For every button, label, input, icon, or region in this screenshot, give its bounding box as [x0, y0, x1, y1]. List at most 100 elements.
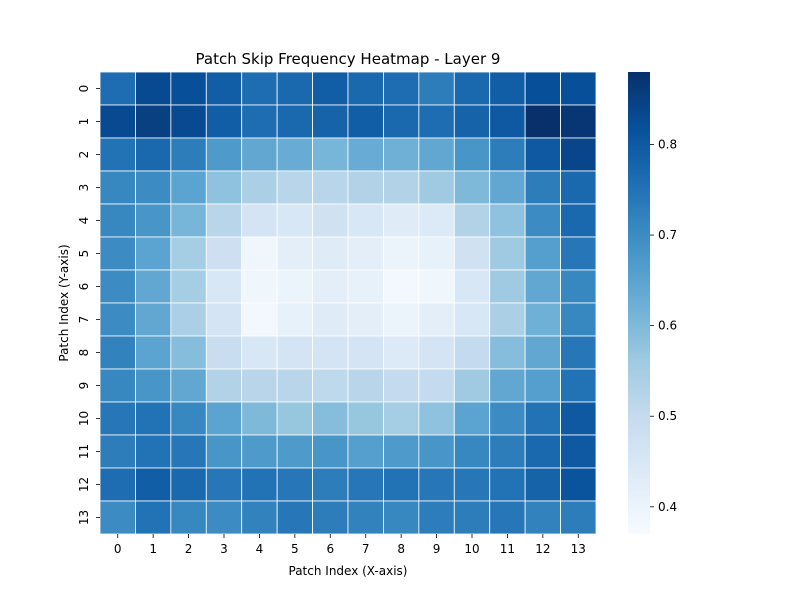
- heatmap-cell-r11-c3: [205, 434, 243, 469]
- heatmap-cell-r10-c13: [560, 401, 597, 436]
- heatmap-cell-r11-c7: [347, 434, 384, 469]
- heatmap-cell-r13-c11: [489, 500, 526, 535]
- heatmap-cell-r3-c6: [312, 170, 349, 205]
- y-axis-label: Patch Index (Y-axis): [57, 244, 71, 361]
- heatmap-cell-r6-c1: [135, 269, 172, 304]
- y-tick-label: 13: [77, 510, 91, 525]
- y-tick-label: 8: [77, 349, 91, 357]
- heatmap-cell-r6-c0: [99, 269, 136, 304]
- heatmap-cell-r2-c6: [312, 137, 349, 172]
- heatmap-cell-r13-c9: [418, 500, 455, 535]
- heatmap-cell-r2-c12: [524, 137, 561, 172]
- heatmap-cell-r0-c4: [241, 71, 278, 106]
- heatmap-cell-r3-c10: [453, 170, 491, 205]
- heatmap-cell-r10-c6: [312, 401, 349, 436]
- heatmap-cell-r5-c5: [276, 236, 313, 271]
- heatmap-cell-r8-c8: [383, 335, 420, 370]
- heatmap-cell-r9-c2: [170, 368, 207, 403]
- heatmap-cell-r0-c0: [99, 71, 136, 106]
- heatmap-cell-r13-c4: [241, 500, 278, 535]
- heatmap-cell-r11-c13: [560, 434, 597, 469]
- heatmap-cell-r6-c6: [312, 269, 349, 304]
- heatmap-cell-r0-c10: [453, 71, 491, 106]
- heatmap-cell-r11-c9: [418, 434, 455, 469]
- heatmap-cell-r4-c7: [347, 203, 384, 238]
- y-tick-label: 4: [77, 217, 91, 225]
- heatmap-cell-r8-c6: [312, 335, 349, 370]
- heatmap-cell-r8-c13: [560, 335, 597, 370]
- heatmap-cell-r5-c7: [347, 236, 384, 271]
- heatmap-cell-r0-c2: [170, 71, 207, 106]
- heatmap-cell-r9-c12: [524, 368, 561, 403]
- heatmap-cell-r7-c13: [560, 302, 597, 337]
- heatmap-cell-r2-c0: [99, 137, 136, 172]
- heatmap-cell-r10-c8: [383, 401, 420, 436]
- heatmap-cell-r9-c7: [347, 368, 384, 403]
- heatmap-cell-r11-c8: [383, 434, 420, 469]
- heatmap-cell-r1-c10: [453, 104, 491, 139]
- heatmap-cell-r13-c10: [453, 500, 491, 535]
- x-tick-label: 0: [114, 542, 122, 556]
- y-tick-label: 3: [77, 184, 91, 192]
- heatmap-cell-r3-c3: [205, 170, 243, 205]
- heatmap-cell-r9-c10: [453, 368, 491, 403]
- heatmap-cell-r4-c10: [453, 203, 491, 238]
- heatmap-cell-r7-c3: [205, 302, 243, 337]
- heatmap-cell-r6-c4: [241, 269, 278, 304]
- colorbar: 0.4 0.5 0.6 0.7 0.8: [628, 72, 677, 534]
- heatmap-cell-r7-c8: [383, 302, 420, 337]
- heatmap-cell-r13-c5: [276, 500, 313, 535]
- heatmap-cell-r11-c10: [453, 434, 491, 469]
- heatmap-cell-r5-c2: [170, 236, 207, 271]
- heatmap-cell-r13-c7: [347, 500, 384, 535]
- heatmap-cell-r9-c3: [205, 368, 243, 403]
- heatmap-cell-r9-c8: [383, 368, 420, 403]
- heatmap-cell-r13-c3: [205, 500, 243, 535]
- heatmap-cell-r10-c12: [524, 401, 561, 436]
- y-tick-label: 0: [77, 85, 91, 93]
- heatmap-cell-r4-c13: [560, 203, 597, 238]
- heatmap-cell-r3-c7: [347, 170, 384, 205]
- y-tick-label: 2: [77, 151, 91, 159]
- heatmap-cell-r12-c7: [347, 467, 384, 502]
- y-tick-label: 10: [77, 411, 91, 426]
- x-tick-label: 9: [433, 542, 441, 556]
- heatmap-cell-r13-c13: [560, 500, 597, 535]
- heatmap-cell-r11-c6: [312, 434, 349, 469]
- heatmap-cell-r0-c9: [418, 71, 455, 106]
- heatmap-cell-r8-c11: [489, 335, 526, 370]
- heatmap-cell-r7-c10: [453, 302, 491, 337]
- heatmap-cell-r4-c1: [135, 203, 172, 238]
- y-tick-label: 6: [77, 283, 91, 291]
- heatmap-cell-r3-c2: [170, 170, 207, 205]
- heatmap-cell-r7-c5: [276, 302, 313, 337]
- heatmap-cell-r5-c8: [383, 236, 420, 271]
- heatmap-cell-r8-c2: [170, 335, 207, 370]
- heatmap-cell-r9-c9: [418, 368, 455, 403]
- heatmap-cell-r0-c12: [524, 71, 561, 106]
- heatmap-cell-r6-c10: [453, 269, 491, 304]
- heatmap-cell-r10-c10: [453, 401, 491, 436]
- heatmap-cell-r10-c3: [205, 401, 243, 436]
- heatmap-cell-r3-c12: [524, 170, 561, 205]
- heatmap-cell-r1-c3: [205, 104, 243, 139]
- heatmap-cell-r6-c5: [276, 269, 313, 304]
- heatmap-cell-r8-c3: [205, 335, 243, 370]
- heatmap-cell-r1-c11: [489, 104, 526, 139]
- x-tick-label: 5: [291, 542, 299, 556]
- heatmap-cell-r7-c11: [489, 302, 526, 337]
- heatmap-cell-r0-c11: [489, 71, 526, 106]
- heatmap-cell-r13-c1: [135, 500, 172, 535]
- heatmap-cell-r12-c10: [453, 467, 491, 502]
- heatmap-cell-r9-c0: [99, 368, 136, 403]
- heatmap-cell-r9-c6: [312, 368, 349, 403]
- heatmap-cell-r7-c4: [241, 302, 278, 337]
- colorbar-tick-label: 0.4: [658, 500, 677, 514]
- heatmap-cell-r8-c5: [276, 335, 313, 370]
- heatmap-cell-r4-c4: [241, 203, 278, 238]
- heatmap-cell-r2-c1: [135, 137, 172, 172]
- heatmap-cell-r7-c9: [418, 302, 455, 337]
- x-tick-label: 12: [535, 542, 550, 556]
- heatmap-cell-r0-c7: [347, 71, 384, 106]
